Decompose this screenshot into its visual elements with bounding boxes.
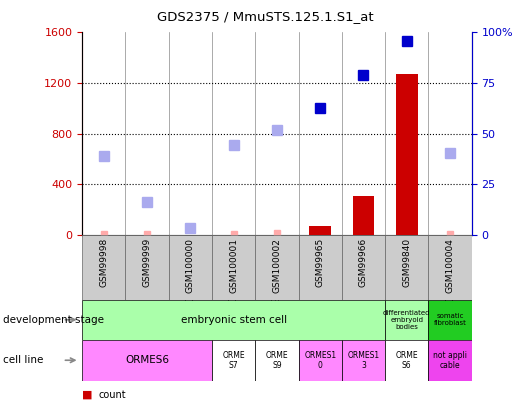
Text: cell line: cell line	[3, 356, 43, 365]
Text: GSM99999: GSM99999	[143, 238, 152, 288]
Text: ORME
S9: ORME S9	[266, 351, 288, 370]
Text: GSM99966: GSM99966	[359, 238, 368, 288]
Bar	[212, 340, 255, 381]
Bar	[428, 340, 472, 381]
Text: ORMES6: ORMES6	[125, 356, 169, 365]
Bar	[298, 235, 342, 300]
Text: ORMES1
0: ORMES1 0	[304, 351, 336, 370]
Text: GSM99965: GSM99965	[316, 238, 325, 288]
Text: GSM100001: GSM100001	[229, 238, 238, 293]
Bar	[385, 340, 428, 381]
Bar	[385, 235, 428, 300]
Bar	[385, 300, 428, 340]
Bar	[396, 74, 418, 235]
Bar	[310, 226, 331, 235]
Text: embryonic stem cell: embryonic stem cell	[181, 315, 287, 325]
Bar	[255, 340, 298, 381]
Text: ORMES1
3: ORMES1 3	[348, 351, 379, 370]
Bar	[82, 340, 212, 381]
Text: ■: ■	[82, 390, 93, 400]
Text: ORME
S6: ORME S6	[395, 351, 418, 370]
Bar	[428, 300, 472, 340]
Bar	[255, 235, 298, 300]
Bar	[342, 340, 385, 381]
Text: not appli
cable: not appli cable	[433, 351, 467, 370]
Bar	[126, 235, 169, 300]
Text: GSM99840: GSM99840	[402, 238, 411, 287]
Bar	[298, 340, 342, 381]
Text: GSM100000: GSM100000	[186, 238, 195, 293]
Text: ORME
S7: ORME S7	[222, 351, 245, 370]
Bar	[342, 235, 385, 300]
Text: development stage: development stage	[3, 315, 104, 325]
Text: GSM99998: GSM99998	[99, 238, 108, 288]
Bar	[212, 235, 255, 300]
Text: GSM100004: GSM100004	[446, 238, 455, 293]
Bar	[428, 235, 472, 300]
Text: differentiated
embryoid
bodies: differentiated embryoid bodies	[383, 310, 430, 330]
Bar	[352, 196, 374, 235]
Bar	[169, 235, 212, 300]
Bar	[82, 235, 126, 300]
Text: GSM100002: GSM100002	[272, 238, 281, 293]
Bar	[82, 300, 385, 340]
Text: count: count	[98, 390, 126, 400]
Text: GDS2375 / MmuSTS.125.1.S1_at: GDS2375 / MmuSTS.125.1.S1_at	[157, 10, 373, 23]
Text: somatic
fibroblast: somatic fibroblast	[434, 313, 466, 326]
